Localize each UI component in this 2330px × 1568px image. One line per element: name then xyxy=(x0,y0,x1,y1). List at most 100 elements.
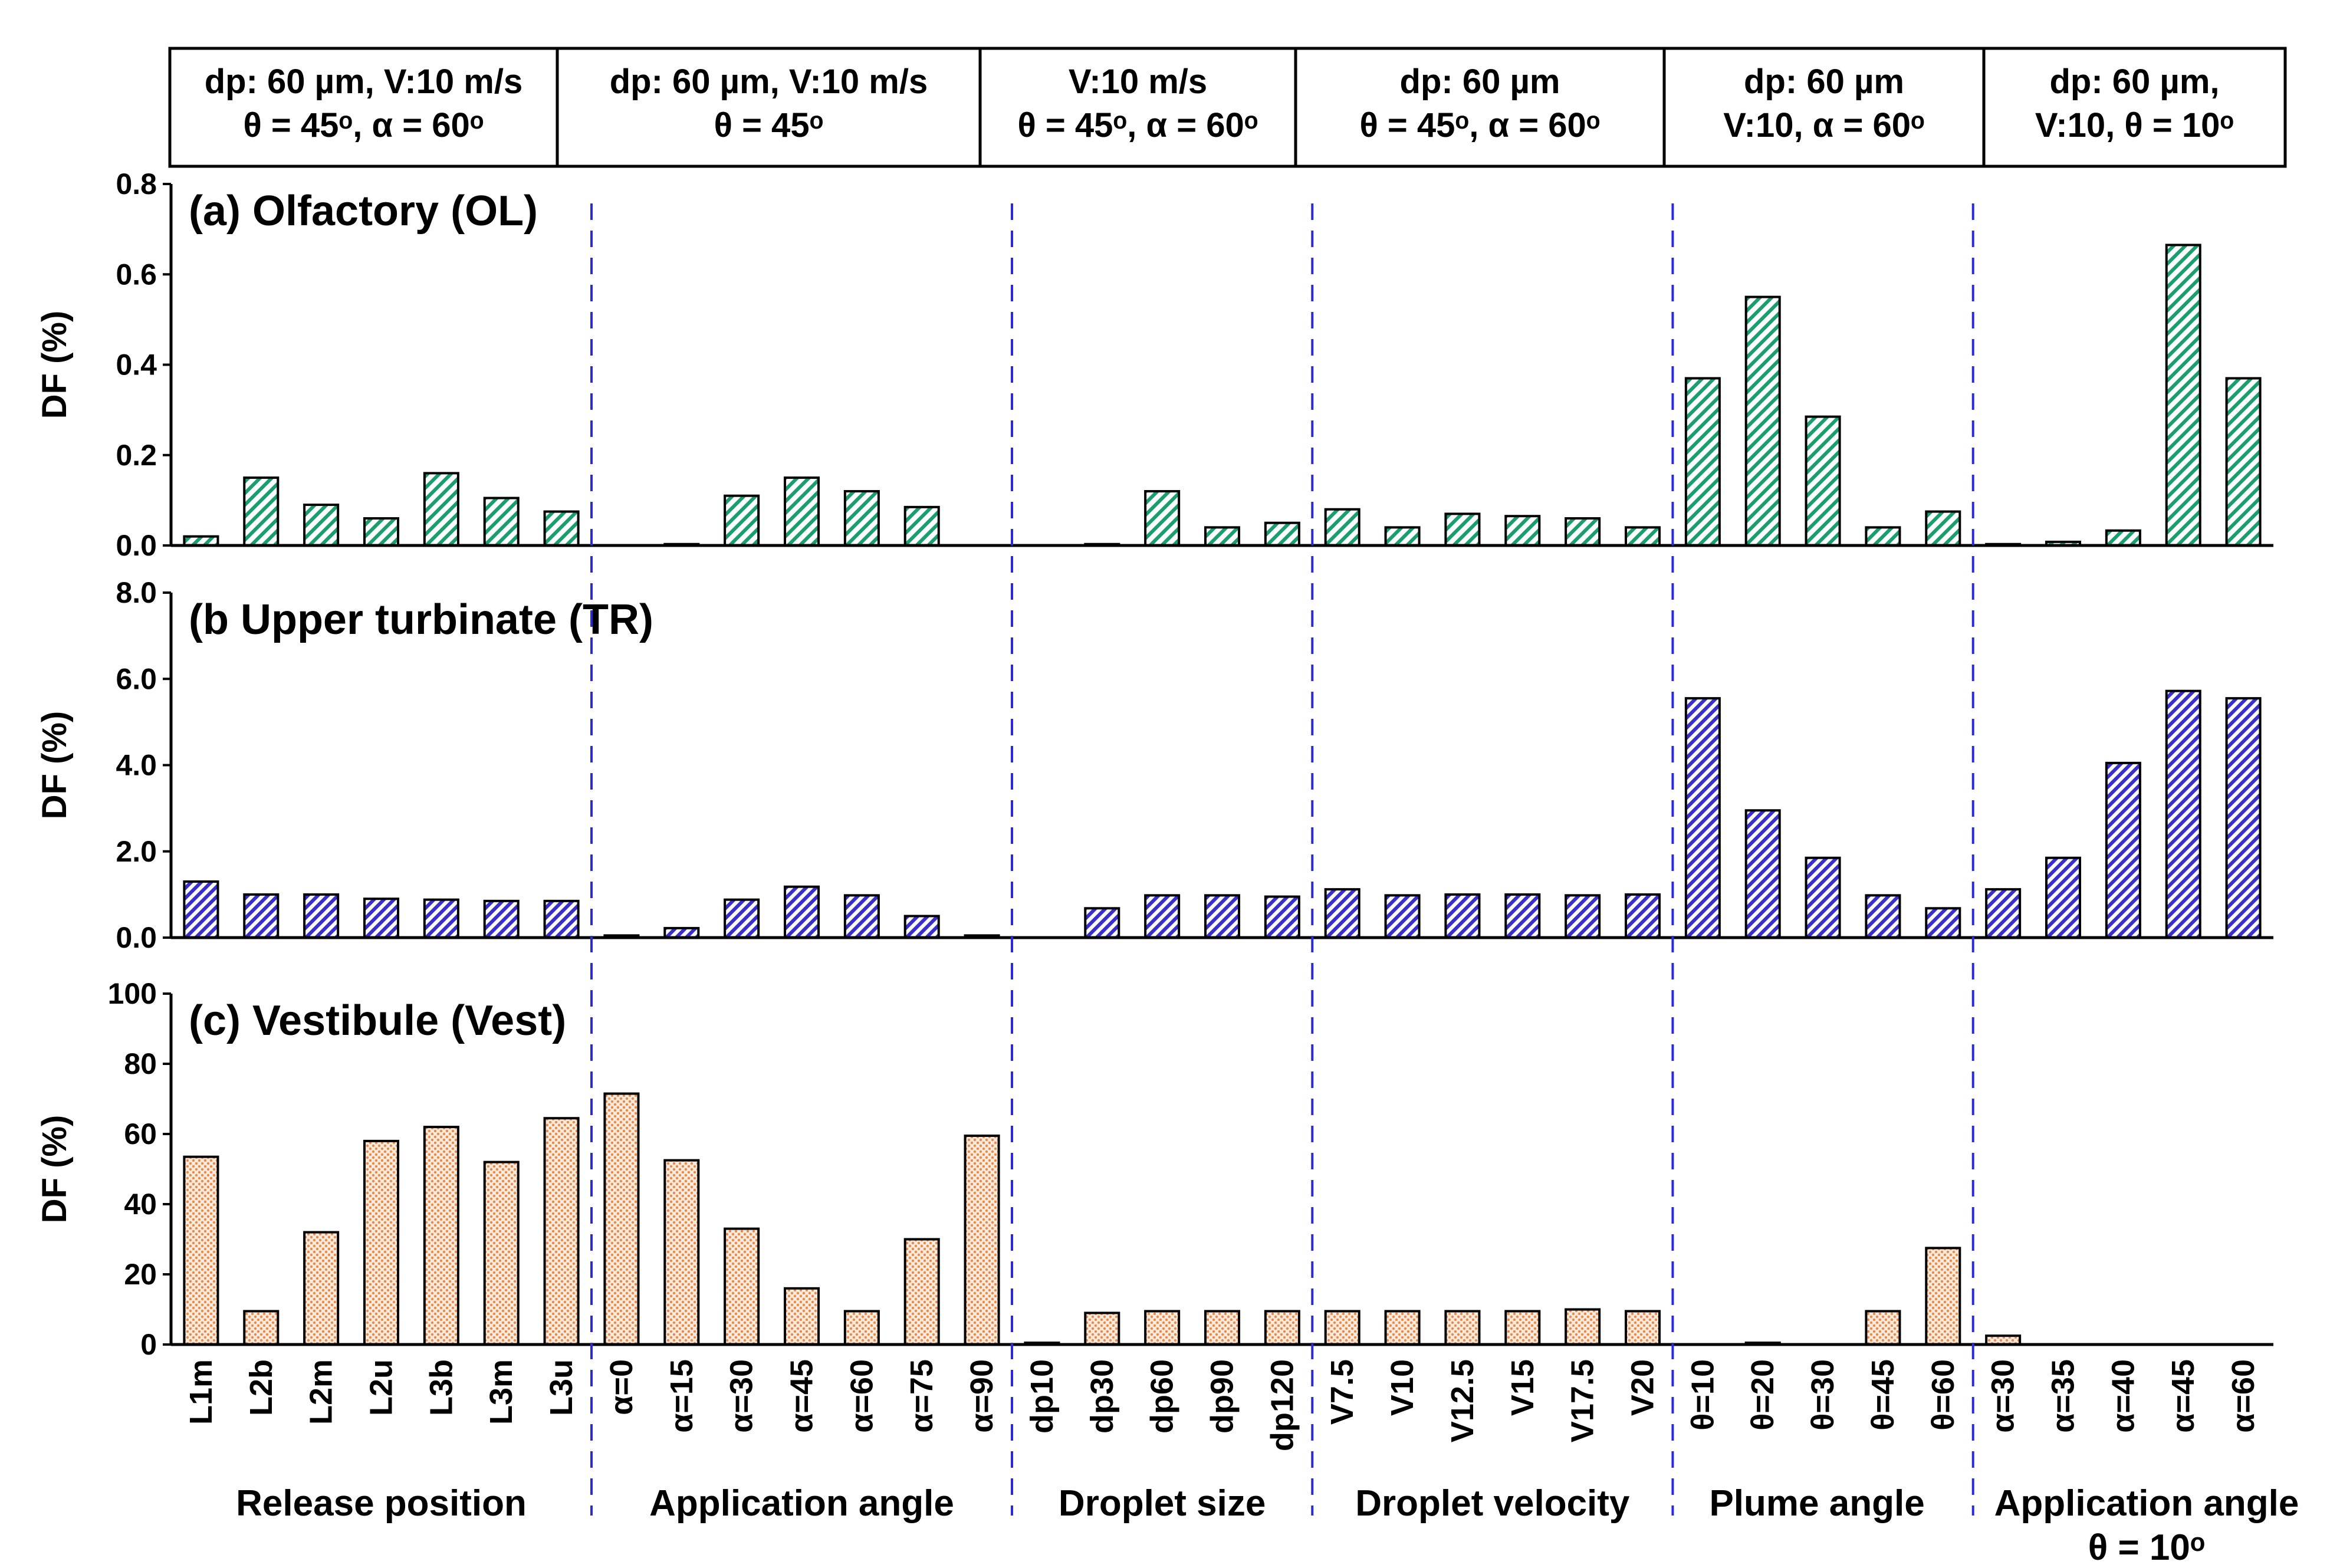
y-tick-label: 6.0 xyxy=(116,662,157,695)
bar-0-3 xyxy=(363,517,400,547)
y-tick-label: 100 xyxy=(108,977,157,1010)
bar-0-28 xyxy=(1865,526,1901,547)
bar-0-10 xyxy=(783,476,820,547)
x-tick-label: α=15 xyxy=(664,1359,699,1433)
y-tick-label: 0 xyxy=(140,1328,157,1361)
bar-0-25 xyxy=(1684,377,1721,547)
panel-title: (a) Olfactory (OL) xyxy=(189,188,538,235)
bar-1-30 xyxy=(1985,888,2022,939)
bar-1-29 xyxy=(1925,907,1961,939)
bar-1-15 xyxy=(1084,907,1120,939)
bar-0-29 xyxy=(1925,510,1961,547)
bar-0-17 xyxy=(1204,526,1241,547)
condition-line2: θ = 45ᵒ, α = 60ᵒ xyxy=(243,106,484,144)
condition-line1: dp: 60 µm xyxy=(1400,63,1560,101)
bar-1-26 xyxy=(1744,809,1781,939)
bar-1-18 xyxy=(1264,895,1300,939)
bar-1-24 xyxy=(1624,893,1661,939)
y-tick-label: 0.2 xyxy=(116,439,157,472)
x-tick-label: V12.5 xyxy=(1445,1359,1480,1442)
bar-0-26 xyxy=(1744,295,1781,547)
x-tick-label: α=40 xyxy=(2105,1359,2141,1433)
bar-1-6 xyxy=(543,899,580,939)
x-tick-label: V17.5 xyxy=(1565,1359,1601,1442)
bar-0-22 xyxy=(1504,515,1541,547)
bar-2-3 xyxy=(363,1139,400,1346)
y-tick-label: 8.0 xyxy=(116,576,157,609)
condition-line1: dp: 60 µm xyxy=(1744,63,1904,101)
bar-2-2 xyxy=(303,1231,340,1346)
x-tick-label: L3m xyxy=(484,1359,519,1425)
y-axis-label: DF (%) xyxy=(35,311,74,419)
y-axis-label: DF (%) xyxy=(35,1115,74,1224)
x-tick-label: dp30 xyxy=(1085,1359,1120,1434)
bar-2-10 xyxy=(783,1287,820,1346)
bar-2-15 xyxy=(1084,1311,1120,1346)
bar-1-16 xyxy=(1144,894,1181,939)
x-tick-label: dp90 xyxy=(1205,1359,1240,1434)
x-tick-label: θ=10 xyxy=(1685,1359,1720,1431)
x-tick-label: V15 xyxy=(1505,1359,1540,1416)
bar-2-16 xyxy=(1144,1310,1181,1346)
x-tick-label: α=60 xyxy=(2226,1359,2261,1433)
condition-line1: V:10 m/s xyxy=(1069,63,1207,101)
x-tick-label: α=60 xyxy=(844,1359,879,1433)
x-tick-label: θ=20 xyxy=(1745,1359,1780,1431)
bar-0-2 xyxy=(303,504,340,547)
condition-line2: V:10, θ = 10ᵒ xyxy=(2035,106,2234,144)
x-tick-label: α=45 xyxy=(784,1359,820,1433)
x-tick-label: α=45 xyxy=(2165,1359,2201,1433)
bar-2-20 xyxy=(1384,1310,1421,1346)
x-tick-label: θ=45 xyxy=(1865,1359,1901,1431)
y-tick-label: 0.8 xyxy=(116,167,157,200)
bar-1-31 xyxy=(2045,856,2082,939)
y-tick-label: 2.0 xyxy=(116,835,157,868)
y-tick-label: 80 xyxy=(124,1047,157,1080)
group-separators xyxy=(590,203,1974,1516)
x-tick-label: θ=60 xyxy=(1925,1359,1961,1431)
bar-1-9 xyxy=(724,898,760,939)
bar-2-6 xyxy=(543,1117,580,1346)
group-label: Application angle xyxy=(1994,1483,2299,1524)
bar-0-16 xyxy=(1144,490,1181,547)
bar-2-12 xyxy=(903,1238,940,1346)
x-tick-label: α=30 xyxy=(1986,1359,2021,1433)
x-tick-label: L2m xyxy=(304,1359,339,1425)
bar-1-11 xyxy=(843,894,880,939)
bar-0-1 xyxy=(243,476,280,547)
panel-2: 0 20 40 60 80 100 (c) Vestibule (Vest) DF (%) xyxy=(35,977,2273,1361)
y-tick-label: 0.0 xyxy=(116,529,157,562)
y-tick-label: 0.6 xyxy=(116,258,157,291)
x-tick-label: α=35 xyxy=(2046,1359,2081,1433)
bar-1-12 xyxy=(903,915,940,939)
bar-1-4 xyxy=(423,898,459,939)
group-label: Droplet velocity xyxy=(1355,1483,1630,1524)
group-label-line2: θ = 10ᵒ xyxy=(2088,1527,2206,1568)
x-tick-label: α=30 xyxy=(724,1359,760,1433)
y-axis-label: DF (%) xyxy=(35,711,74,820)
bar-2-24 xyxy=(1624,1310,1661,1346)
y-tick-label: 40 xyxy=(124,1188,157,1221)
panel-title: (b Upper turbinate (TR) xyxy=(189,596,653,643)
bar-0-18 xyxy=(1264,521,1300,547)
x-tick-label: V7.5 xyxy=(1325,1359,1360,1425)
x-tick-label: dp120 xyxy=(1264,1359,1300,1451)
bar-0-32 xyxy=(2105,529,2141,547)
x-tick-label: α=0 xyxy=(604,1359,639,1415)
bar-1-34 xyxy=(2225,697,2262,939)
bar-1-27 xyxy=(1805,856,1841,939)
bar-0-9 xyxy=(724,494,760,547)
bar-0-5 xyxy=(483,497,520,547)
group-label: Plume angle xyxy=(1709,1483,1924,1524)
panel-title: (c) Vestibule (Vest) xyxy=(189,997,566,1044)
condition-line1: dp: 60 µm, V:10 m/s xyxy=(205,63,523,101)
x-tick-label: L3b xyxy=(423,1359,459,1416)
x-tick-label: L2b xyxy=(244,1359,279,1416)
bar-2-11 xyxy=(843,1310,880,1346)
panel-1: 0.0 2.0 4.0 6.0 8.0 (b Upper turbinate (TR) DF… xyxy=(35,576,2273,954)
x-tick-labels: L1m L2b L2m L2u L3b L3m L3u α=0 α=15 α=30 α=45 α=60… xyxy=(183,1359,2261,1451)
bar-1-22 xyxy=(1504,893,1541,939)
bar-2-28 xyxy=(1865,1310,1901,1346)
condition-line2: θ = 45ᵒ, α = 60ᵒ xyxy=(1359,106,1600,144)
